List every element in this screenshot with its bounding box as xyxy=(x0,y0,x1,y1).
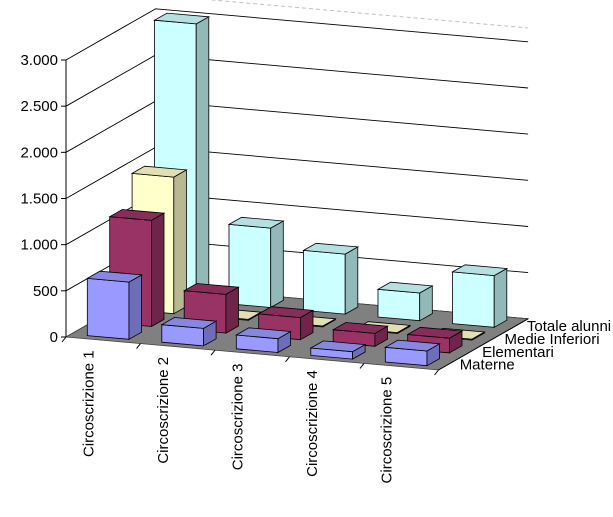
y-tick-label: 0 xyxy=(50,329,58,346)
x-tick-label: Circoscrizione 2 xyxy=(155,357,172,464)
x-tick-label: Circoscrizione 1 xyxy=(80,350,97,457)
bar xyxy=(85,270,143,340)
bar xyxy=(234,327,292,354)
x-tick-label: Circoscrizione 3 xyxy=(229,364,246,471)
bar xyxy=(302,242,360,315)
bar xyxy=(383,339,441,367)
depth-axis-line xyxy=(438,318,529,371)
x-tick xyxy=(359,363,365,369)
x-tick-label: Circoscrizione 5 xyxy=(378,377,395,484)
bar xyxy=(451,264,509,328)
x-axis: Circoscrizione 1 Circoscrizione 2 Circoscr… xyxy=(61,336,439,484)
y-tick-label: 1.500 xyxy=(20,191,58,208)
x-tick xyxy=(285,356,290,363)
x-tick xyxy=(61,336,67,343)
x-tick xyxy=(136,343,141,349)
chart-bars xyxy=(85,12,509,367)
bar xyxy=(406,326,464,354)
y-tick-label: 1.000 xyxy=(20,237,58,254)
bar xyxy=(160,317,218,347)
wall-top-edge xyxy=(206,0,529,29)
x-tick xyxy=(210,349,216,356)
x-tick xyxy=(434,369,439,376)
y-tick-label: 2.000 xyxy=(20,144,58,161)
y-tick-label: 3.000 xyxy=(20,52,58,69)
bar xyxy=(309,340,367,360)
series-label: Materne xyxy=(460,357,515,374)
series-label: Elementari xyxy=(482,344,554,361)
bar xyxy=(331,322,389,347)
gridline xyxy=(65,8,529,61)
y-tick-label: 2.500 xyxy=(20,98,58,115)
series-label: Totale alunni xyxy=(527,318,611,335)
gridline xyxy=(65,54,529,107)
y-tick-label: 500 xyxy=(33,283,58,300)
bar xyxy=(227,216,285,309)
x-tick-label: Circoscrizione 4 xyxy=(304,370,321,477)
y-axis: 0 500 1.000 1.500 2.000 2.500 3.000 xyxy=(20,52,67,346)
bar xyxy=(376,281,434,322)
series-label: Medie Inferiori xyxy=(505,331,600,348)
gridline xyxy=(65,100,529,153)
